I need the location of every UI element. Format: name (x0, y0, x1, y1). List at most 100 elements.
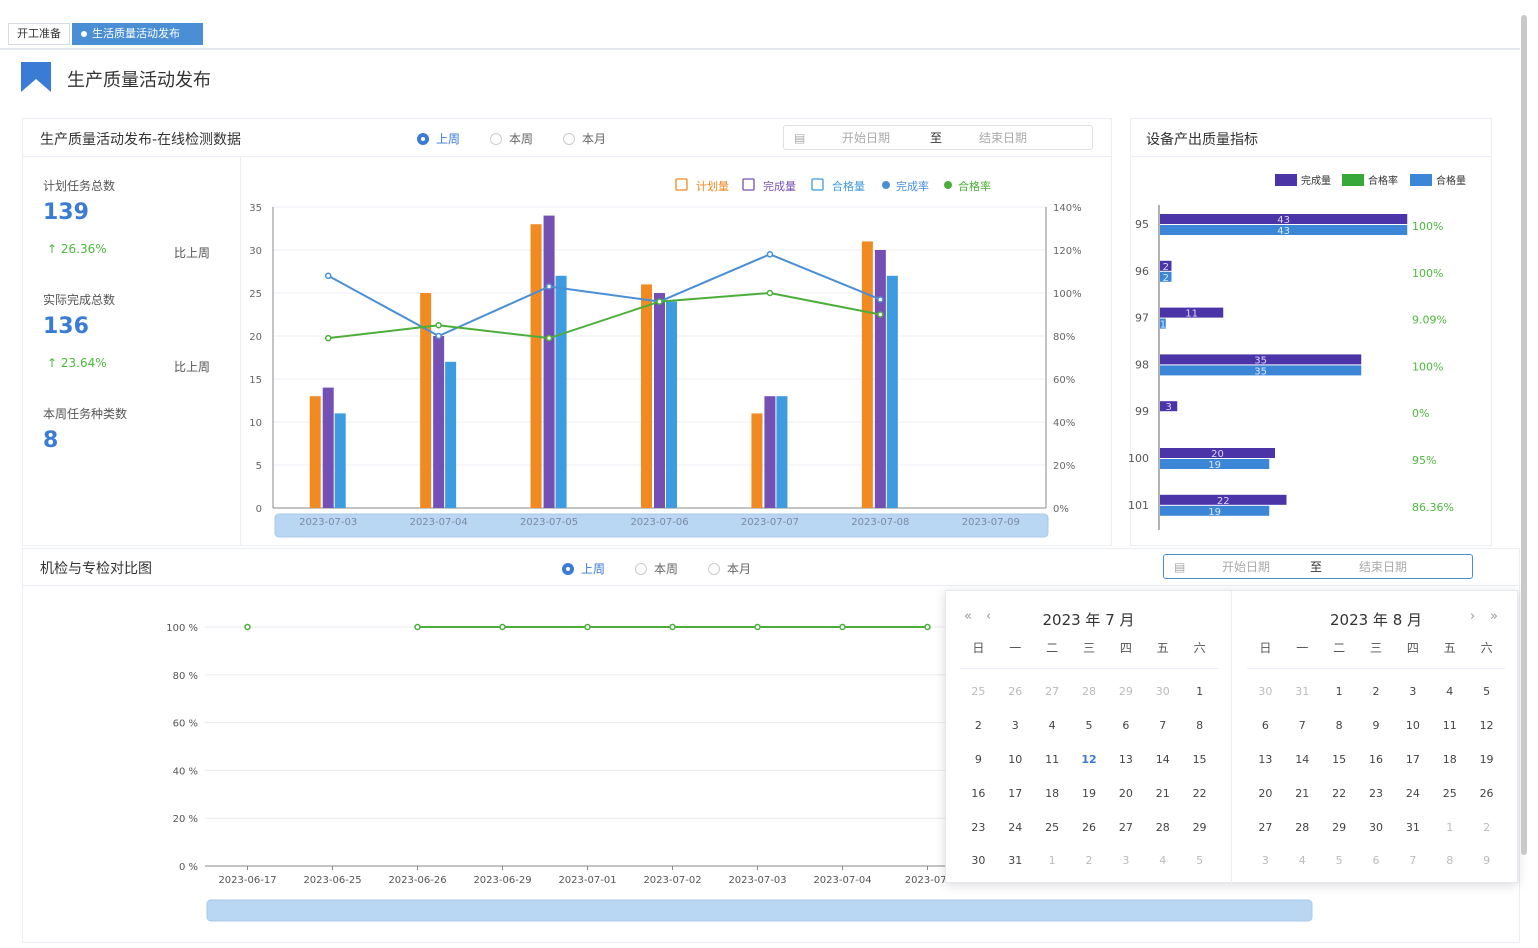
date-range-picker[interactable]: ▤ 开始日期 至 结束日期 (1163, 554, 1473, 579)
date-range-picker[interactable]: ▤ 开始日期 至 结束日期 (783, 125, 1093, 150)
day-cell[interactable]: 10 (1008, 752, 1023, 766)
data-zoom-slider[interactable] (274, 513, 1049, 538)
day-cell[interactable]: 31 (1295, 685, 1310, 699)
day-cell[interactable]: 15 (1192, 752, 1207, 766)
day-cell[interactable]: 13 (1258, 752, 1273, 766)
day-cell[interactable]: 24 (1405, 786, 1420, 800)
page-scrollbar[interactable] (1521, 15, 1527, 855)
day-cell[interactable]: 28 (1155, 820, 1170, 834)
day-cell[interactable]: 29 (1192, 820, 1207, 834)
day-cell[interactable]: 4 (1159, 854, 1167, 868)
day-cell[interactable]: 29 (1118, 685, 1133, 699)
day-cell[interactable]: 28 (1081, 685, 1096, 699)
radio-last-week[interactable]: 上周 (562, 560, 605, 577)
day-cell[interactable]: 5 (1335, 854, 1343, 868)
day-cell[interactable]: 11 (1045, 752, 1060, 766)
double-chevron-left-icon[interactable]: « (964, 609, 972, 624)
day-cell[interactable]: 14 (1295, 752, 1310, 766)
tab-start-prep[interactable]: 开工准备 (8, 23, 70, 45)
day-cell[interactable]: 25 (1442, 786, 1457, 800)
day-cell[interactable]: 26 (1008, 685, 1023, 699)
end-date-input[interactable]: 结束日期 (979, 131, 1028, 145)
day-cell[interactable]: 3 (1261, 854, 1269, 868)
day-cell-today[interactable]: 12 (1081, 752, 1097, 766)
day-cell[interactable]: 6 (1122, 719, 1130, 733)
day-cell[interactable]: 11 (1442, 719, 1457, 733)
day-cell[interactable]: 13 (1118, 752, 1133, 766)
day-cell[interactable]: 26 (1479, 786, 1494, 800)
day-cell[interactable]: 30 (1368, 820, 1383, 834)
day-cell[interactable]: 2 (1372, 685, 1380, 699)
day-cell[interactable]: 16 (1368, 752, 1383, 766)
day-cell[interactable]: 30 (1258, 685, 1273, 699)
day-cell[interactable]: 1 (1335, 685, 1343, 699)
day-cell[interactable]: 4 (1298, 854, 1306, 868)
tab-quality-activity[interactable]: 生活质量活动发布 × (72, 23, 203, 60)
day-cell[interactable]: 24 (1008, 820, 1023, 834)
day-cell[interactable]: 8 (1196, 719, 1204, 733)
day-cell[interactable]: 25 (971, 685, 986, 699)
radio-last-week[interactable]: 上周 (417, 130, 460, 147)
double-chevron-right-icon[interactable]: » (1490, 609, 1498, 624)
day-cell[interactable]: 27 (1045, 685, 1060, 699)
day-cell[interactable]: 30 (971, 854, 986, 868)
day-cell[interactable]: 22 (1192, 786, 1207, 800)
day-cell[interactable]: 26 (1081, 820, 1096, 834)
day-cell[interactable]: 20 (1258, 786, 1273, 800)
day-cell[interactable]: 23 (1368, 786, 1383, 800)
day-cell[interactable]: 10 (1405, 719, 1420, 733)
day-cell[interactable]: 4 (1446, 685, 1454, 699)
day-cell[interactable]: 29 (1332, 820, 1347, 834)
day-cell[interactable]: 21 (1295, 786, 1310, 800)
start-date-input[interactable]: 开始日期 (1222, 560, 1271, 574)
day-cell[interactable]: 1 (1446, 820, 1454, 834)
day-cell[interactable]: 14 (1155, 752, 1170, 766)
day-cell[interactable]: 20 (1118, 786, 1133, 800)
day-cell[interactable]: 18 (1045, 786, 1060, 800)
day-cell[interactable]: 17 (1405, 752, 1420, 766)
day-cell[interactable]: 7 (1159, 719, 1167, 733)
day-cell[interactable]: 22 (1332, 786, 1347, 800)
radio-this-month[interactable]: 本月 (708, 560, 751, 577)
day-cell[interactable]: 19 (1081, 786, 1096, 800)
day-cell[interactable]: 18 (1442, 752, 1457, 766)
day-cell[interactable]: 30 (1155, 685, 1170, 699)
day-cell[interactable]: 1 (1196, 685, 1204, 699)
day-cell[interactable]: 3 (1122, 854, 1130, 868)
day-cell[interactable]: 4 (1048, 719, 1056, 733)
day-cell[interactable]: 9 (974, 752, 982, 766)
day-cell[interactable]: 31 (1405, 820, 1420, 834)
day-cell[interactable]: 1 (1048, 854, 1056, 868)
data-zoom-slider[interactable] (206, 899, 1313, 922)
chevron-left-icon[interactable]: ‹ (986, 609, 992, 624)
day-cell[interactable]: 21 (1155, 786, 1170, 800)
day-cell[interactable]: 3 (1011, 719, 1019, 733)
day-cell[interactable]: 2 (974, 719, 982, 733)
day-cell[interactable]: 16 (971, 786, 986, 800)
day-cell[interactable]: 31 (1008, 854, 1023, 868)
day-cell[interactable]: 3 (1409, 685, 1417, 699)
chevron-right-icon[interactable]: › (1470, 609, 1476, 624)
day-cell[interactable]: 6 (1261, 719, 1269, 733)
day-cell[interactable]: 27 (1258, 820, 1273, 834)
day-cell[interactable]: 8 (1446, 854, 1454, 868)
day-cell[interactable]: 2 (1483, 820, 1491, 834)
day-cell[interactable]: 23 (971, 820, 986, 834)
end-date-input[interactable]: 结束日期 (1359, 560, 1408, 574)
day-cell[interactable]: 2 (1085, 854, 1093, 868)
day-cell[interactable]: 15 (1332, 752, 1347, 766)
day-cell[interactable]: 5 (1085, 719, 1093, 733)
radio-this-week[interactable]: 本周 (490, 130, 533, 147)
day-cell[interactable]: 17 (1008, 786, 1023, 800)
day-cell[interactable]: 12 (1479, 719, 1494, 733)
start-date-input[interactable]: 开始日期 (842, 131, 891, 145)
day-cell[interactable]: 8 (1335, 719, 1343, 733)
day-cell[interactable]: 28 (1295, 820, 1310, 834)
day-cell[interactable]: 6 (1372, 854, 1380, 868)
day-cell[interactable]: 9 (1483, 854, 1491, 868)
day-cell[interactable]: 19 (1479, 752, 1494, 766)
radio-this-month[interactable]: 本月 (563, 130, 606, 147)
day-cell[interactable]: 5 (1196, 854, 1204, 868)
day-cell[interactable]: 9 (1372, 719, 1380, 733)
day-cell[interactable]: 25 (1045, 820, 1060, 834)
